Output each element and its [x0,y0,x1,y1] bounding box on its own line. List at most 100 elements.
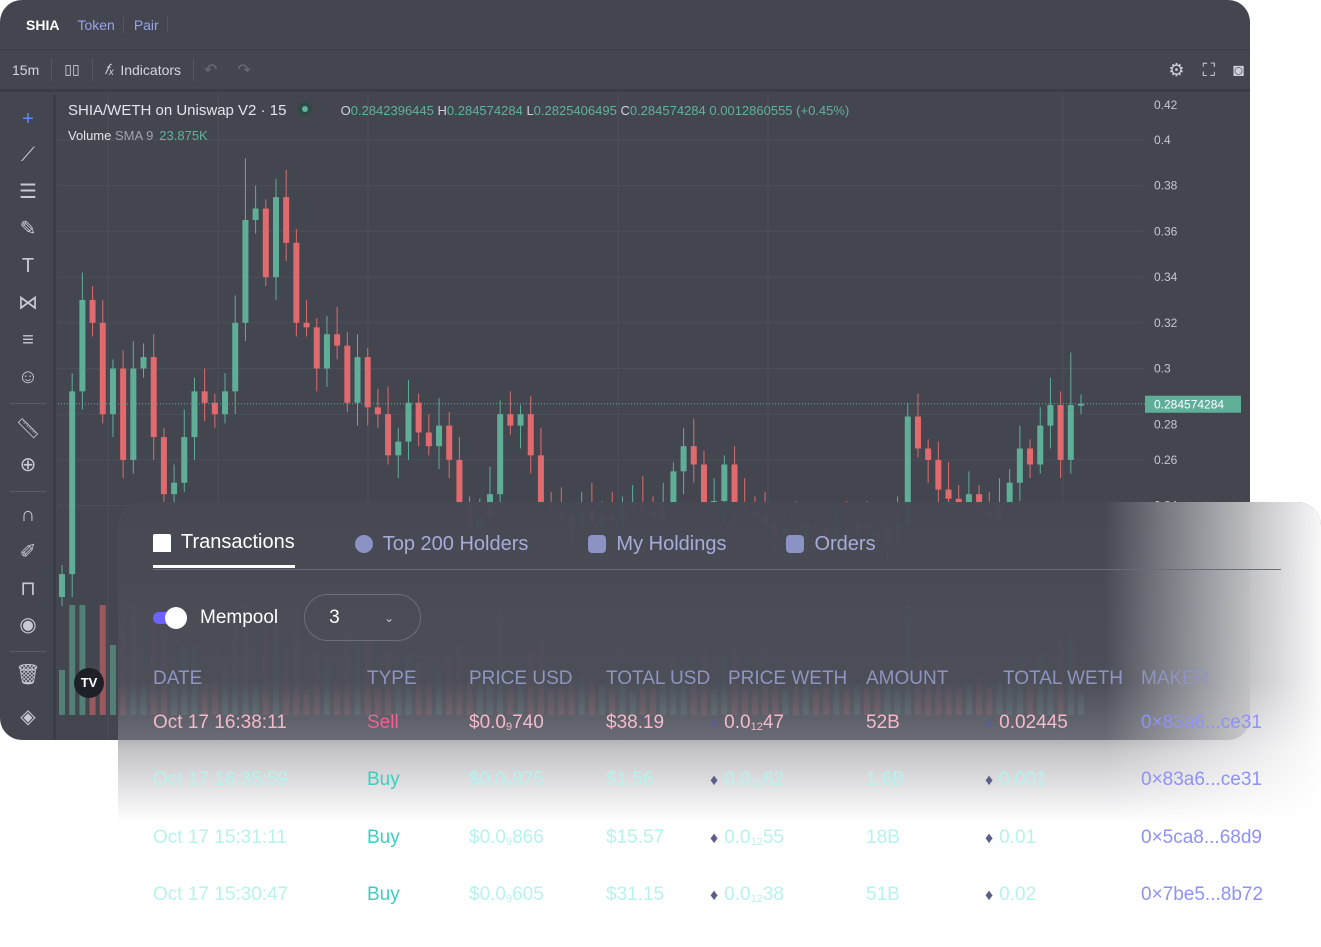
table-cell: 52B [866,712,900,733]
eye-icon[interactable]: ◉ [19,614,37,636]
column-header[interactable]: PRICE USD [469,668,573,689]
interval-button[interactable]: 15m [0,58,53,81]
transactions-panel: Transactions Top 200 Holders My Holdings… [118,502,1321,947]
trash-icon[interactable]: 🗑︎ [15,664,41,686]
ethereum-icon: ♦ [710,830,719,847]
candle-body [965,494,972,506]
text-icon[interactable]: T [21,255,35,277]
gear-icon[interactable]: ⚙ [1168,60,1185,80]
column-header[interactable]: TOTAL USD [606,668,711,689]
camera-icon[interactable]: ◙ [1233,60,1244,80]
column-header[interactable]: DATE [153,668,203,689]
pattern-icon[interactable]: ⋈ [18,292,38,314]
zoom-in-icon[interactable]: ⊕ [19,454,37,476]
column-header[interactable]: AMOUNT [866,668,949,689]
table-cell: Buy [367,827,400,848]
magnet-icon[interactable]: ∩ [20,504,36,526]
candle-body [721,464,728,502]
candle-body [415,402,422,433]
chart-legend: SHIA/WETH on Uniswap V2 · 15 O0.28423964… [68,102,849,119]
candle-body [69,391,76,575]
candle-body [120,368,127,460]
column-header[interactable]: MAKER [1141,668,1209,689]
candle-body [89,299,96,323]
count-select[interactable]: 3 ⌄ [304,594,422,641]
column-header[interactable]: TOTAL WETH [1003,668,1123,689]
symbol-label: SHIA [26,16,60,33]
tab-my-holdings[interactable]: My Holdings [588,520,726,568]
candle-body [680,446,687,472]
indicators-button[interactable]: 𝑓ₓ Indicators [93,58,195,81]
tab-transactions[interactable]: Transactions [153,520,295,568]
chart-toolbar: 15m ▯▯ 𝑓ₓ Indicators ↶ ↷ ⚙ ⛶ ◙ [0,50,1250,92]
user-badge-icon [354,535,373,553]
candle-body [140,357,147,369]
table-cell[interactable]: 0×7be5...8b72 [1141,884,1264,905]
ethereum-icon: ♦ [710,772,719,789]
table-cell: Buy [367,884,400,905]
ethereum-icon: ♦ [985,887,994,904]
fib-lines-icon[interactable]: ☰ [19,181,37,203]
redo-icon[interactable]: ↷ [237,61,251,79]
tab-top-holders[interactable]: Top 200 Holders [354,520,528,568]
table-cell: $1.56 [606,769,654,790]
emoji-icon[interactable]: ☺ [17,366,39,388]
candle-body [1067,405,1074,460]
fullscreen-icon[interactable]: ⛶ [1202,60,1216,80]
layers-icon[interactable]: ◈ [20,706,36,728]
candle-body [211,402,218,415]
volume-bar [59,670,65,715]
candle-body [191,391,198,438]
table-cell: ♦ 0.01255 [710,827,784,848]
pair-link[interactable]: Pair [134,16,168,33]
candle-body [446,425,453,460]
volume-legend: Volume SMA 9 23.875K [68,128,208,143]
trend-line-icon[interactable]: ⟋ [21,144,35,166]
table-cell[interactable]: 0×5ca8...68d9 [1141,827,1262,848]
table-cell: $38.19 [606,712,665,733]
y-tick-label: 0.28 [1154,418,1178,432]
forecast-icon[interactable]: ≡ [22,329,34,351]
candle-body [79,299,86,392]
table-cell[interactable]: 0×83a6...ce31 [1141,712,1262,733]
unlock-icon[interactable]: ⊓ [20,578,36,600]
brush-icon[interactable]: ✎ [19,218,37,240]
cart-icon [786,535,805,553]
y-tick-label: 0.42 [1154,98,1178,112]
table-cell: $0.09866 [469,827,544,848]
bar-chart-icon [588,535,607,553]
candle-body [507,414,514,426]
indicators-label: Indicators [120,61,182,78]
y-tick-label: 0.32 [1154,316,1178,330]
table-cell[interactable]: 0×83a6...ce31 [1141,769,1262,790]
candle-body [1057,405,1064,460]
table-cell: ♦ 0.01 [985,827,1037,848]
crosshair-icon[interactable]: + [22,108,34,130]
candle-body [364,357,371,408]
y-tick-label: 0.3 [1154,362,1171,376]
tab-orders[interactable]: Orders [786,520,876,568]
lock-drawing-icon[interactable]: ✐ [19,541,37,563]
candle-body [1078,403,1084,406]
candlestick-icon[interactable]: ▯▯ [52,58,93,81]
candle-body [670,471,677,506]
candle-body [395,441,402,456]
candle-body [914,416,921,449]
table-cell: $0.09975 [469,769,544,790]
table-cell: $0.09605 [469,884,544,905]
ruler-icon[interactable]: 📏︎ [15,418,41,440]
token-link[interactable]: Token [77,16,124,33]
table-cell: $0.09740 [469,712,544,733]
column-header[interactable]: TYPE [367,668,417,689]
y-tick-label: 0.38 [1154,179,1178,193]
mempool-toggle[interactable] [153,606,189,629]
candle-body [731,464,738,506]
candle-body [690,446,697,465]
y-tick-label: 0.26 [1154,453,1178,467]
candle-body [171,482,178,495]
column-header[interactable]: PRICE WETH [728,668,848,689]
ethereum-icon: ♦ [710,715,719,732]
ethereum-icon: ♦ [985,830,994,847]
undo-icon[interactable]: ↶ [204,61,218,79]
volume-bar [99,605,106,715]
